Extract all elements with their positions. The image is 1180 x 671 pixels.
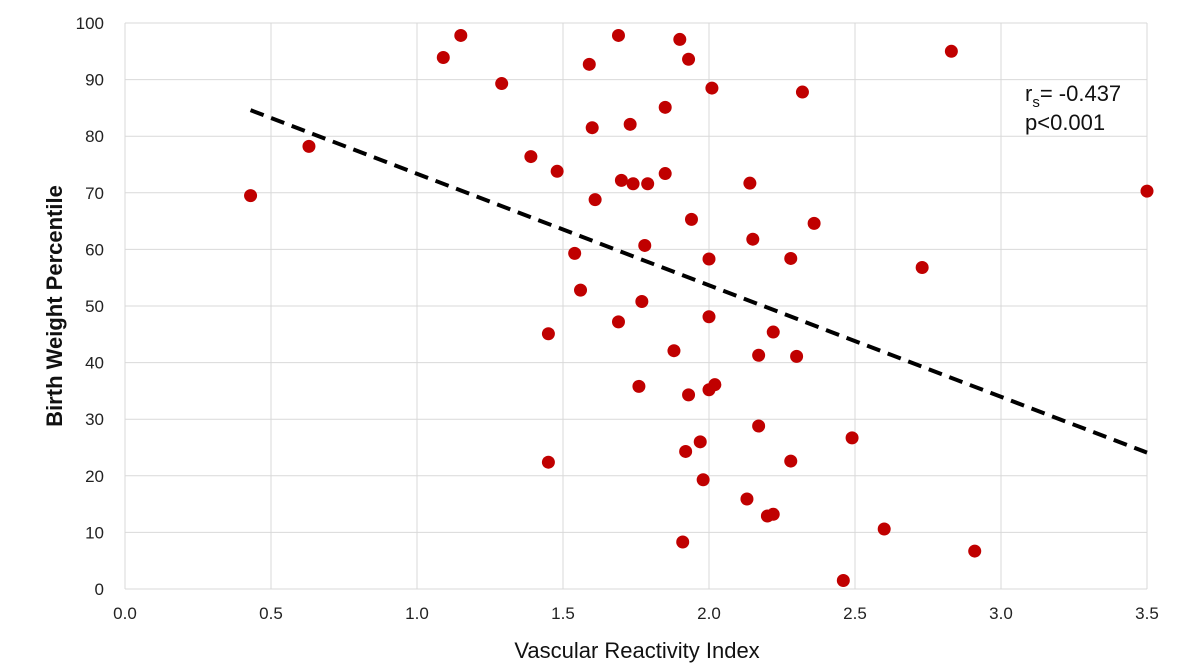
data-point xyxy=(784,454,798,468)
x-tick-label: 1.5 xyxy=(551,604,575,623)
data-point xyxy=(845,431,859,445)
data-point xyxy=(611,28,625,42)
data-point xyxy=(574,283,588,297)
data-point xyxy=(667,344,681,358)
data-point xyxy=(682,388,696,402)
data-point xyxy=(705,81,719,95)
data-point xyxy=(743,176,757,190)
y-tick-label: 0 xyxy=(95,580,104,599)
r-subscript: s xyxy=(1032,94,1040,111)
data-point xyxy=(915,261,929,275)
trendline-layer xyxy=(249,108,1148,455)
data-point xyxy=(944,44,958,58)
data-point xyxy=(1140,184,1154,198)
p-value-annotation: p<0.001 xyxy=(1025,110,1105,135)
y-tick-label: 70 xyxy=(85,184,104,203)
data-point xyxy=(568,246,582,260)
y-tick-label: 20 xyxy=(85,467,104,486)
data-point xyxy=(632,379,646,393)
x-axis-ticks: 0.0 0.5 1.0 1.5 2.0 2.5 3.0 3.5 xyxy=(113,604,1159,623)
data-point xyxy=(877,522,891,536)
data-point xyxy=(524,150,538,164)
data-point xyxy=(784,251,798,265)
data-point xyxy=(588,193,602,207)
x-tick-label: 3.5 xyxy=(1135,604,1159,623)
data-point xyxy=(454,28,468,42)
data-point xyxy=(673,32,687,46)
r-value: = -0.437 xyxy=(1040,81,1121,106)
y-tick-label: 80 xyxy=(85,127,104,146)
x-tick-label: 0.5 xyxy=(259,604,283,623)
data-point xyxy=(807,216,821,230)
x-tick-label: 2.0 xyxy=(697,604,721,623)
data-point xyxy=(614,173,628,187)
data-point xyxy=(436,51,450,65)
data-point xyxy=(746,232,760,246)
data-point xyxy=(836,574,850,588)
data-point xyxy=(658,100,672,114)
data-point xyxy=(244,189,258,203)
data-point xyxy=(752,348,766,362)
data-points xyxy=(244,28,1154,588)
data-point xyxy=(708,378,722,392)
gridlines xyxy=(124,22,1148,590)
data-point xyxy=(795,85,809,99)
x-axis-label: Vascular Reactivity Index xyxy=(514,638,759,663)
data-point xyxy=(766,325,780,339)
data-point xyxy=(541,327,555,341)
data-point xyxy=(968,544,982,558)
data-point xyxy=(702,252,716,266)
y-tick-label: 100 xyxy=(76,14,104,33)
data-point xyxy=(641,177,655,191)
data-point xyxy=(740,492,754,506)
data-point xyxy=(679,444,693,458)
y-tick-label: 10 xyxy=(85,523,104,542)
y-axis-ticks: 0 10 20 30 40 50 60 70 80 90 100 xyxy=(76,14,104,599)
data-point xyxy=(676,535,690,549)
data-point xyxy=(623,117,637,131)
stats-annotation: rs= -0.437 p<0.001 xyxy=(1025,81,1121,135)
y-tick-label: 60 xyxy=(85,240,104,259)
y-tick-label: 30 xyxy=(85,410,104,429)
data-point xyxy=(696,473,710,487)
y-tick-label: 40 xyxy=(85,354,104,373)
y-axis-label: Birth Weight Percentile xyxy=(42,185,67,427)
data-point xyxy=(585,121,599,135)
data-point xyxy=(693,435,707,449)
x-tick-label: 3.0 xyxy=(989,604,1013,623)
data-point xyxy=(752,419,766,433)
data-point xyxy=(611,315,625,329)
data-point xyxy=(766,507,780,521)
data-point xyxy=(638,238,652,252)
data-point xyxy=(550,164,564,178)
correlation-annotation: rs= -0.437 xyxy=(1025,81,1121,111)
data-point xyxy=(682,52,696,66)
y-tick-label: 50 xyxy=(85,297,104,316)
data-point xyxy=(658,167,672,181)
x-tick-label: 2.5 xyxy=(843,604,867,623)
data-point xyxy=(495,77,509,91)
data-point xyxy=(684,212,698,226)
r-symbol: r xyxy=(1025,81,1032,106)
data-point xyxy=(702,310,716,324)
y-tick-label: 90 xyxy=(85,71,104,90)
x-tick-label: 1.0 xyxy=(405,604,429,623)
data-point xyxy=(582,57,596,71)
x-tick-label: 0.0 xyxy=(113,604,137,623)
data-point xyxy=(541,455,555,469)
trendline xyxy=(249,108,1148,455)
data-point xyxy=(626,177,640,191)
data-point xyxy=(790,349,804,363)
data-point xyxy=(302,139,316,153)
data-point xyxy=(635,294,649,308)
